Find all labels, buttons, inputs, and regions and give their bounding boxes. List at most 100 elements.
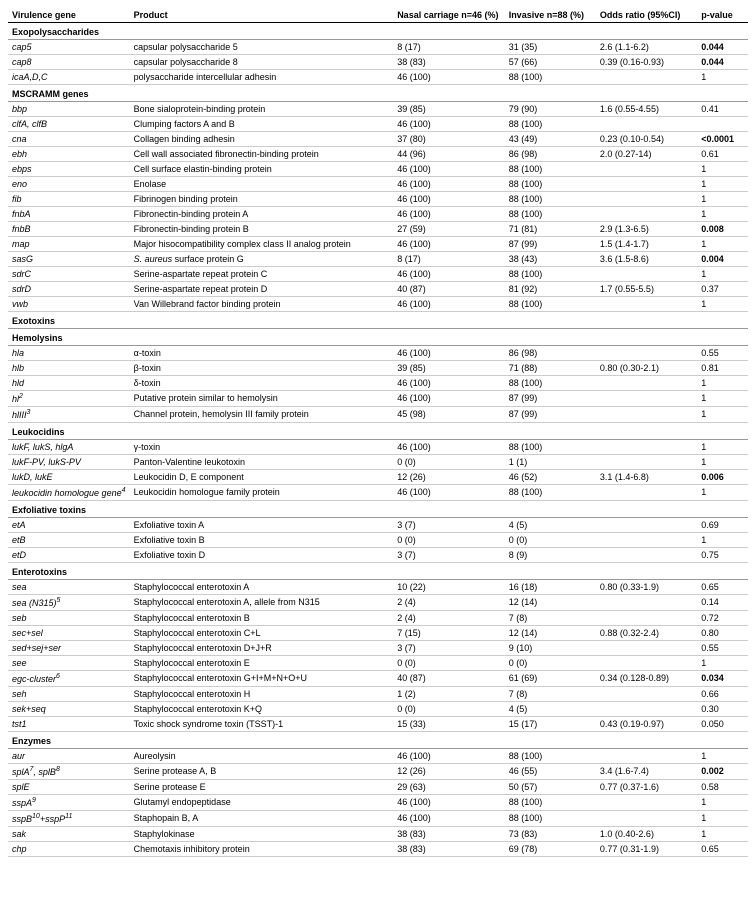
cell-invasive: 71 (88) xyxy=(505,361,596,376)
cell-or xyxy=(596,548,697,563)
cell-invasive: 7 (8) xyxy=(505,611,596,626)
table-row: sdrDSerine-aspartate repeat protein D40 … xyxy=(8,282,748,297)
cell-gene: fnbB xyxy=(8,222,130,237)
cell-pvalue: 0.034 xyxy=(697,671,748,687)
cell-pvalue: 1 xyxy=(697,455,748,470)
table-row: lukF, lukS, hlgAγ-toxin46 (100)88 (100)1 xyxy=(8,440,748,455)
cell-invasive: 87 (99) xyxy=(505,237,596,252)
cell-pvalue: 0.75 xyxy=(697,548,748,563)
cell-nasal: 2 (4) xyxy=(393,595,505,611)
cell-gene: hlb xyxy=(8,361,130,376)
section-title: Exfoliative toxins xyxy=(8,501,748,518)
table-row: aurAureolysin46 (100)88 (100)1 xyxy=(8,749,748,764)
cell-nasal: 46 (100) xyxy=(393,162,505,177)
cell-gene: vwb xyxy=(8,297,130,312)
cell-product: Exfoliative toxin B xyxy=(130,533,394,548)
cell-nasal: 12 (26) xyxy=(393,470,505,485)
cell-invasive: 16 (18) xyxy=(505,580,596,595)
cell-invasive: 88 (100) xyxy=(505,795,596,811)
cell-or: 0.80 (0.33-1.9) xyxy=(596,580,697,595)
cell-pvalue: 0.55 xyxy=(697,641,748,656)
cell-nasal: 1 (2) xyxy=(393,687,505,702)
cell-pvalue: 0.65 xyxy=(697,842,748,857)
cell-product: Staphylococcal enterotoxin B xyxy=(130,611,394,626)
cell-or xyxy=(596,595,697,611)
table-row: enoEnolase46 (100)88 (100)1 xyxy=(8,177,748,192)
cell-product: Putative protein similar to hemolysin xyxy=(130,391,394,407)
section-row: Exopolysaccharides xyxy=(8,23,748,40)
cell-product: Glutamyl endopeptidase xyxy=(130,795,394,811)
cell-pvalue: 1 xyxy=(697,207,748,222)
cell-pvalue: 1 xyxy=(697,795,748,811)
cell-invasive: 0 (0) xyxy=(505,533,596,548)
table-row: icaA,D,Cpolysaccharide intercellular adh… xyxy=(8,70,748,85)
cell-or: 0.77 (0.31-1.9) xyxy=(596,842,697,857)
cell-or: 0.34 (0.128-0.89) xyxy=(596,671,697,687)
cell-pvalue: 0.14 xyxy=(697,595,748,611)
cell-product: Exfoliative toxin D xyxy=(130,548,394,563)
section-row: Enzymes xyxy=(8,732,748,749)
cell-nasal: 45 (98) xyxy=(393,407,505,423)
cell-invasive: 0 (0) xyxy=(505,656,596,671)
cell-invasive: 88 (100) xyxy=(505,485,596,501)
cell-or xyxy=(596,207,697,222)
cell-invasive: 46 (52) xyxy=(505,470,596,485)
cell-gene: eno xyxy=(8,177,130,192)
table-row: cap5capsular polysaccharide 58 (17)31 (3… xyxy=(8,40,748,55)
cell-product: Staphylococcal enterotoxin H xyxy=(130,687,394,702)
cell-product: S. aureus surface protein G xyxy=(130,252,394,267)
cell-gene: lukD, lukE xyxy=(8,470,130,485)
cell-invasive: 38 (43) xyxy=(505,252,596,267)
cell-nasal: 0 (0) xyxy=(393,533,505,548)
cell-pvalue: 0.004 xyxy=(697,252,748,267)
cell-gene: sea (N315)5 xyxy=(8,595,130,611)
cell-pvalue: 0.30 xyxy=(697,702,748,717)
cell-gene: see xyxy=(8,656,130,671)
section-title: Exotoxins xyxy=(8,312,748,329)
cell-or: 3.1 (1.4-6.8) xyxy=(596,470,697,485)
cell-or: 3.6 (1.5-8.6) xyxy=(596,252,697,267)
cell-pvalue: 1 xyxy=(697,407,748,423)
cell-gene: lukF, lukS, hlgA xyxy=(8,440,130,455)
cell-gene: aur xyxy=(8,749,130,764)
cell-pvalue: 0.61 xyxy=(697,147,748,162)
cell-product: Clumping factors A and B xyxy=(130,117,394,132)
cell-nasal: 3 (7) xyxy=(393,641,505,656)
cell-gene: egc-cluster6 xyxy=(8,671,130,687)
cell-or xyxy=(596,346,697,361)
header-invasive: Invasive n=88 (%) xyxy=(505,8,596,23)
table-row: lukD, lukELeukocidin D, E component12 (2… xyxy=(8,470,748,485)
cell-gene: icaA,D,C xyxy=(8,70,130,85)
table-row: sasGS. aureus surface protein G8 (17)38 … xyxy=(8,252,748,267)
cell-product: capsular polysaccharide 8 xyxy=(130,55,394,70)
cell-nasal: 46 (100) xyxy=(393,117,505,132)
cell-product: Staphopain B, A xyxy=(130,811,394,827)
cell-gene: cap5 xyxy=(8,40,130,55)
cell-or xyxy=(596,376,697,391)
cell-invasive: 57 (66) xyxy=(505,55,596,70)
table-row: clfA, clfBClumping factors A and B46 (10… xyxy=(8,117,748,132)
cell-nasal: 46 (100) xyxy=(393,70,505,85)
cell-product: Staphylococcal enterotoxin E xyxy=(130,656,394,671)
cell-gene: sek+seq xyxy=(8,702,130,717)
section-row: Hemolysins xyxy=(8,329,748,346)
cell-invasive: 88 (100) xyxy=(505,207,596,222)
cell-nasal: 46 (100) xyxy=(393,811,505,827)
cell-product: Aureolysin xyxy=(130,749,394,764)
table-row: ebpsCell surface elastin-binding protein… xyxy=(8,162,748,177)
cell-or: 2.6 (1.1-6.2) xyxy=(596,40,697,55)
header-product: Product xyxy=(130,8,394,23)
cell-product: Van Willebrand factor binding protein xyxy=(130,297,394,312)
cell-gene: hla xyxy=(8,346,130,361)
table-row: egc-cluster6Staphylococcal enterotoxin G… xyxy=(8,671,748,687)
cell-invasive: 81 (92) xyxy=(505,282,596,297)
cell-nasal: 10 (22) xyxy=(393,580,505,595)
table-row: sek+seqStaphylococcal enterotoxin K+Q0 (… xyxy=(8,702,748,717)
table-row: ebhCell wall associated fibronectin-bind… xyxy=(8,147,748,162)
cell-invasive: 86 (98) xyxy=(505,346,596,361)
cell-nasal: 46 (100) xyxy=(393,795,505,811)
cell-gene: hlIII3 xyxy=(8,407,130,423)
cell-or: 3.4 (1.6-7.4) xyxy=(596,764,697,780)
cell-pvalue: 0.002 xyxy=(697,764,748,780)
section-title: Hemolysins xyxy=(8,329,748,346)
